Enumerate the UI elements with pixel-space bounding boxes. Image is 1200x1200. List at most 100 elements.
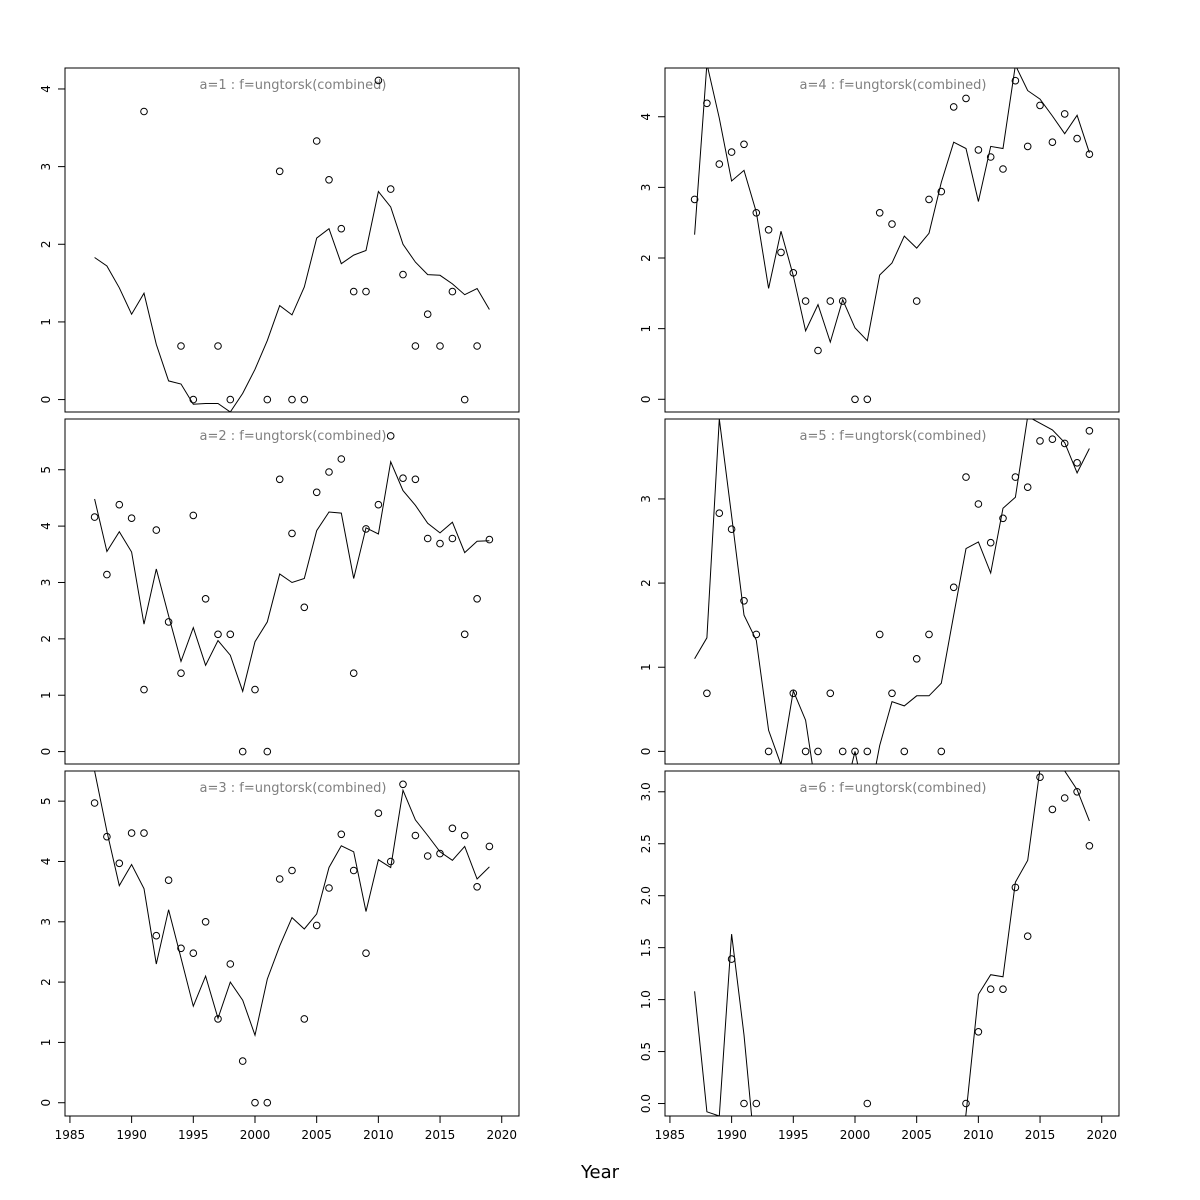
y-tick-label: 2.0 xyxy=(639,886,653,905)
x-tick-label: 2010 xyxy=(963,1128,994,1142)
observation-point xyxy=(1060,439,1069,448)
observation-point xyxy=(164,876,173,885)
observation-point xyxy=(140,107,148,116)
observation-point xyxy=(140,829,148,837)
observation-point xyxy=(288,866,296,875)
x-tick-label: 2015 xyxy=(1025,1128,1056,1142)
y-tick-label: 2 xyxy=(39,635,53,643)
observation-point xyxy=(814,346,822,355)
observation-point xyxy=(189,395,198,404)
observation-point xyxy=(399,270,407,279)
observation-point xyxy=(962,94,970,103)
observation-point xyxy=(263,395,272,404)
observation-point xyxy=(690,195,699,204)
y-tick-label: 5 xyxy=(39,797,53,805)
observation-point xyxy=(411,831,420,840)
y-tick-label: 4 xyxy=(39,522,53,530)
y-tick-label: 0.0 xyxy=(639,1094,653,1113)
panel-1: a=1 : f=ungtorsk(combined) 0 1 2 3 4 xyxy=(39,67,520,413)
observation-point xyxy=(127,514,136,523)
y-tick-label: 2.5 xyxy=(639,834,653,853)
observation-point xyxy=(801,297,810,305)
observation-point xyxy=(386,185,395,193)
y-tick-label: 3 xyxy=(39,163,53,171)
observation-point xyxy=(986,153,995,161)
panel-title: a=5 : f=ungtorsk(combined) xyxy=(800,429,987,444)
observation-point xyxy=(177,342,185,350)
observation-point xyxy=(912,297,921,305)
y-tick-label: 1.0 xyxy=(639,990,653,1009)
x-tick-label: 1985 xyxy=(55,1128,86,1142)
observation-point xyxy=(374,809,383,818)
x-tick-label: 2000 xyxy=(240,1128,271,1142)
observation-point xyxy=(999,985,1007,994)
observation-point xyxy=(740,597,748,605)
x-tick-label: 2005 xyxy=(301,1128,332,1142)
observation-point xyxy=(226,395,235,404)
observation-point xyxy=(703,99,711,108)
observation-point xyxy=(1036,101,1044,110)
observation-point xyxy=(974,146,983,154)
panel-6: a=6 : f=ungtorsk(combined) 0.0 0.5 1.0 1.5 2.… xyxy=(639,770,1120,1142)
y-tick-label: 0 xyxy=(639,395,653,403)
observation-point xyxy=(937,747,946,756)
fitted-line xyxy=(694,419,1090,764)
observation-point xyxy=(460,630,469,639)
observation-point xyxy=(875,630,884,639)
observation-point xyxy=(851,395,859,404)
observation-point xyxy=(1060,794,1069,802)
observation-point xyxy=(325,468,333,476)
fitted-line xyxy=(94,771,490,1038)
x-axis-label: Year xyxy=(580,1162,620,1183)
observation-point xyxy=(177,944,185,953)
observation-point xyxy=(974,500,983,508)
observation-point xyxy=(349,669,358,678)
observation-point xyxy=(275,167,284,176)
observation-point xyxy=(349,866,358,875)
observation-point xyxy=(888,220,896,228)
observation-point xyxy=(789,269,798,277)
observation-point xyxy=(473,883,481,891)
observation-point xyxy=(986,538,995,547)
observation-point xyxy=(362,287,370,296)
fitted-line xyxy=(94,190,490,412)
observation-point xyxy=(925,195,933,204)
observation-point xyxy=(949,103,958,111)
plot-frame xyxy=(664,418,1120,765)
observation-point xyxy=(1073,134,1081,143)
fitted-line xyxy=(694,771,1090,1116)
y-tick-label: 5 xyxy=(39,466,53,474)
observation-point xyxy=(851,747,859,756)
x-tick-label: 2020 xyxy=(486,1128,517,1142)
observation-point xyxy=(448,287,457,296)
observation-point xyxy=(226,630,235,639)
plot-frame xyxy=(64,418,520,765)
observation-point xyxy=(752,630,761,639)
observation-point xyxy=(436,539,444,548)
y-tick-label: 1.5 xyxy=(639,938,653,957)
observation-point xyxy=(374,500,383,509)
y-tick-label: 3 xyxy=(39,918,53,926)
observation-point xyxy=(949,583,958,592)
observation-point xyxy=(962,1099,970,1108)
observation-point xyxy=(90,513,99,521)
observation-point xyxy=(362,525,370,533)
observation-point xyxy=(127,829,136,837)
y-tick-label: 0 xyxy=(39,396,53,404)
observation-point xyxy=(727,955,736,963)
observation-point xyxy=(1036,437,1044,445)
x-tick-label: 1990 xyxy=(116,1128,147,1142)
observation-point xyxy=(312,137,321,145)
plot-frame xyxy=(664,770,1120,1117)
observation-point xyxy=(238,747,247,756)
observation-point xyxy=(411,342,420,350)
observation-point xyxy=(374,76,383,85)
observation-point xyxy=(1073,459,1081,467)
y-tick-label: 3.0 xyxy=(639,782,653,801)
panel-title: a=1 : f=ungtorsk(combined) xyxy=(200,78,387,93)
observation-point xyxy=(875,209,884,217)
y-tick-label: 3 xyxy=(39,579,53,587)
observation-point xyxy=(777,248,785,257)
observation-point xyxy=(473,595,481,603)
